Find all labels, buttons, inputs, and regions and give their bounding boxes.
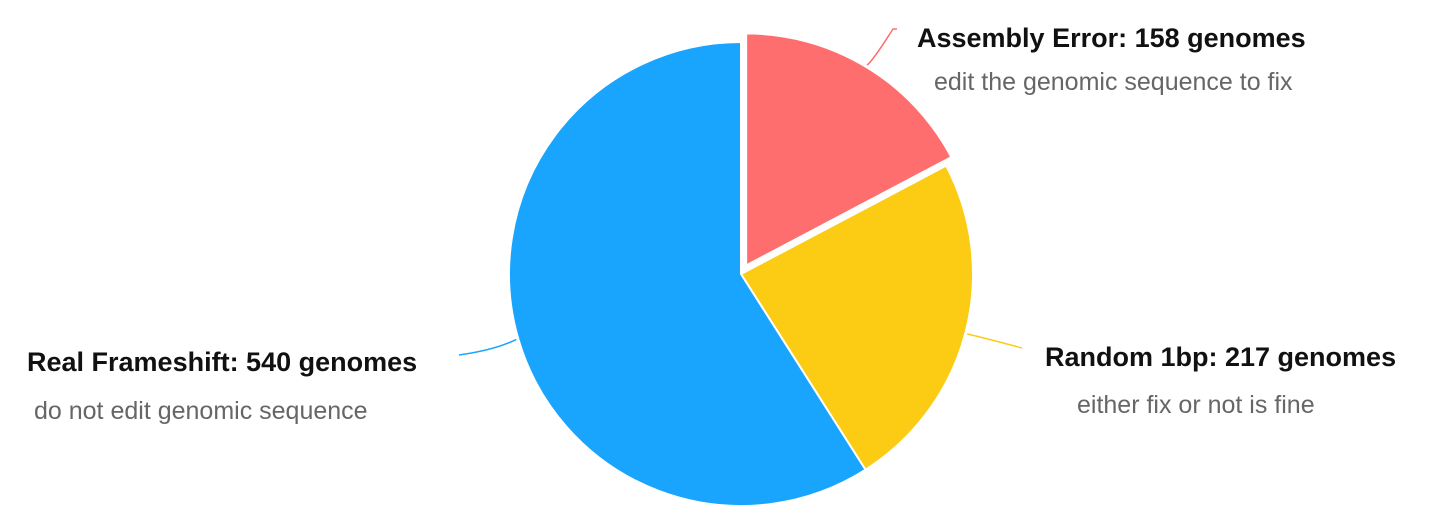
pie-slice-real-frameshift xyxy=(508,40,867,507)
pie-slices xyxy=(508,32,974,507)
slice-label-random-1bp: Random 1bp: 217 genomes xyxy=(1045,342,1396,372)
pie-slice-assembly-error xyxy=(745,32,953,268)
slice-sublabel-real-frameshift: do not edit genomic sequence xyxy=(34,397,368,425)
slice-sublabel-assembly-error: edit the genomic sequence to fix xyxy=(934,68,1293,96)
slice-sublabel-random-1bp: either fix or not is fine xyxy=(1077,391,1315,419)
label-connectors xyxy=(458,28,1023,356)
pie-slice-random-1bp xyxy=(739,164,974,472)
connector-line-real-frameshift xyxy=(458,338,517,356)
slice-labels: Assembly Error: 158 genomes edit the gen… xyxy=(27,23,1396,425)
connector-line-assembly-error xyxy=(866,28,897,66)
slice-label-real-frameshift: Real Frameshift: 540 genomes xyxy=(27,347,417,377)
slice-label-assembly-error: Assembly Error: 158 genomes xyxy=(917,23,1306,53)
connector-line-random-1bp xyxy=(967,333,1023,349)
